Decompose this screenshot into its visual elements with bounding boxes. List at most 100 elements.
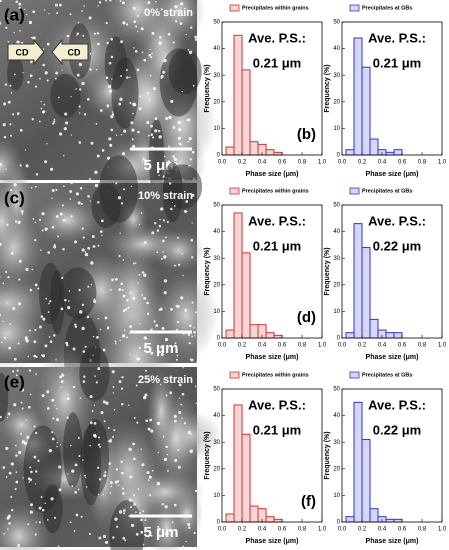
precipitate-dot: [167, 469, 169, 472]
precipitate-dot: [150, 429, 154, 433]
precipitate-dot: [149, 100, 151, 102]
precipitate-dot: [51, 188, 55, 192]
precipitate-dot: [151, 31, 155, 35]
precipitate-dot: [16, 113, 20, 116]
precipitate-dot: [94, 170, 98, 174]
precipitate-dot: [128, 404, 130, 406]
precipitate-dot: [137, 30, 139, 33]
annotation: 0.22 μm: [373, 422, 421, 437]
cd-label: CD: [68, 47, 81, 57]
sem-shadow: [91, 183, 121, 228]
precipitate-dot: [70, 96, 72, 98]
precipitate-dot: [148, 494, 151, 497]
precipitate-dot: [78, 62, 83, 67]
precipitate-dot: [40, 100, 42, 103]
precipitate-dot: [117, 484, 119, 487]
y-tick-label: 10: [213, 126, 220, 132]
precipitate-dot: [132, 102, 136, 106]
precipitate-dot: [153, 320, 156, 323]
precipitate-dot: [181, 252, 184, 255]
precipitate-dot: [46, 79, 49, 82]
precipitate-dot: [174, 458, 178, 462]
precipitate-dot: [5, 270, 8, 273]
precipitate-dot: [28, 405, 31, 409]
precipitate-dot: [8, 471, 12, 475]
precipitate-dot: [115, 468, 119, 471]
precipitate-dot: [138, 107, 142, 111]
precipitate-dot: [53, 244, 56, 247]
precipitate-dot: [165, 394, 168, 397]
precipitate-dot: [105, 401, 109, 405]
y-tick-label: 40: [333, 46, 340, 52]
precipitate-dot: [5, 446, 9, 451]
histogram-bar: [249, 324, 259, 339]
precipitate-dot: [118, 510, 123, 514]
precipitate-dot: [69, 521, 72, 524]
precipitate-dot: [142, 543, 145, 546]
x-tick-label: 0.6: [278, 527, 287, 533]
precipitate-dot: [168, 115, 172, 120]
precipitate-dot: [132, 6, 136, 10]
precipitate-dot: [77, 488, 80, 491]
precipitate-dot: [169, 391, 173, 395]
precipitate-dot: [163, 291, 167, 295]
plot-frame: [221, 388, 323, 523]
precipitate-dot: [14, 488, 17, 491]
precipitate-dot: [185, 33, 188, 36]
precipitate-dot: [181, 90, 184, 93]
x-tick-label: 0.0: [218, 343, 227, 349]
precipitate-dot: [178, 128, 182, 132]
annotation: Ave. P.S.:: [368, 397, 426, 412]
precipitate-dot: [34, 85, 38, 88]
precipitate-dot: [182, 367, 184, 369]
x-tick-label: 0.8: [298, 160, 307, 166]
precipitate-dot: [30, 470, 33, 474]
precipitate-dot: [32, 10, 36, 14]
precipitate-dot: [29, 466, 32, 469]
y-tick-label: 10: [213, 493, 220, 499]
precipitate-dot: [3, 135, 7, 139]
precipitate-dot: [129, 475, 133, 479]
precipitate-dot: [144, 519, 147, 522]
precipitate-dot: [110, 115, 114, 119]
precipitate-dot: [177, 465, 181, 469]
precipitate-dot: [5, 201, 8, 204]
precipitate-dot: [34, 221, 37, 224]
precipitate-dot: [113, 409, 116, 411]
precipitate-dot: [42, 317, 46, 321]
precipitate-dot: [133, 20, 137, 23]
y-axis-label: Frequency (%): [324, 64, 331, 112]
precipitate-dot: [25, 419, 27, 421]
precipitate-dot: [162, 251, 164, 253]
precipitate-dot: [97, 318, 99, 320]
precipitate-dot: [163, 58, 167, 63]
precipitate-dot: [171, 521, 174, 524]
precipitate-dot: [142, 510, 145, 513]
cd-label: CD: [16, 47, 29, 57]
precipitate-dot: [142, 157, 145, 160]
precipitate-dot: [97, 201, 100, 204]
precipitate-dot: [44, 344, 48, 348]
precipitate-dot: [102, 400, 106, 404]
precipitate-dot: [18, 302, 21, 306]
sem-shadow: [109, 500, 144, 550]
x-tick-label: 0.4: [378, 160, 387, 166]
precipitate-dot: [2, 466, 6, 469]
precipitate-dot: [74, 240, 78, 244]
precipitate-dot: [106, 327, 109, 330]
precipitate-dot: [115, 525, 119, 528]
precipitate-dot: [144, 393, 148, 397]
precipitate-dot: [146, 92, 149, 95]
precipitate-dot: [123, 188, 126, 191]
precipitate-dot: [157, 451, 159, 454]
precipitate-dot: [100, 219, 104, 223]
precipitate-dot: [128, 515, 131, 517]
precipitate-dot: [51, 437, 55, 441]
precipitate-dot: [144, 369, 147, 372]
precipitate-dot: [184, 308, 188, 312]
precipitate-dot: [139, 95, 142, 98]
y-tick-label: 30: [333, 73, 340, 79]
precipitate-dot: [26, 435, 30, 439]
legend-label: Precipitates within grains: [242, 188, 309, 194]
precipitate-dot: [52, 417, 55, 420]
